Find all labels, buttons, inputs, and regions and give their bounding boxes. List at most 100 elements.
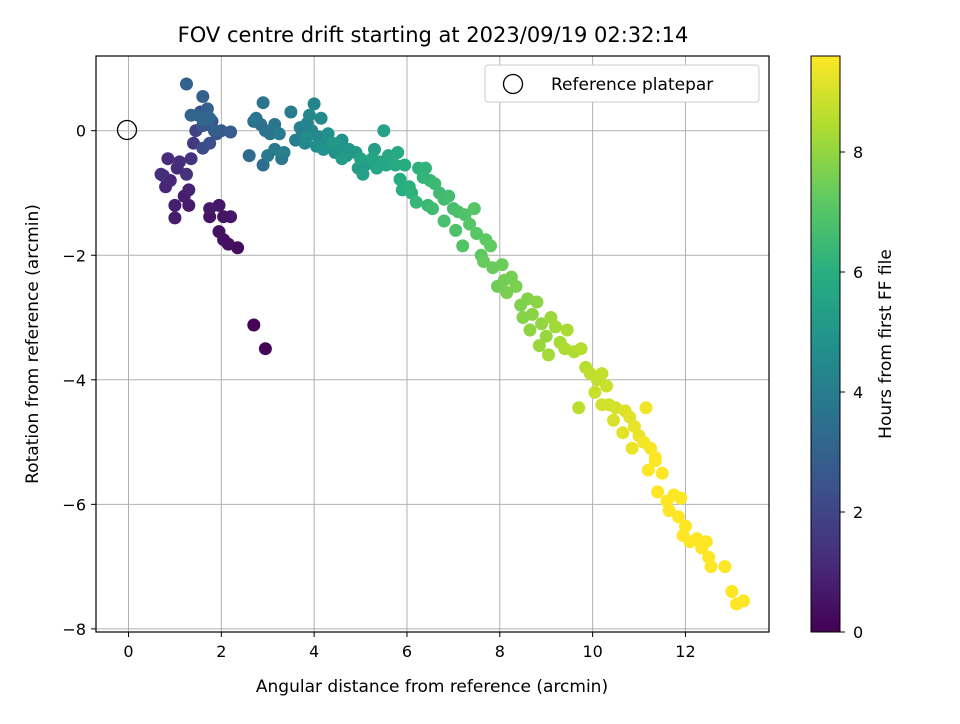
data-point	[207, 124, 221, 138]
legend-marker	[502, 73, 524, 95]
data-point	[532, 339, 546, 353]
data-point	[168, 211, 182, 225]
data-point	[542, 348, 555, 362]
data-point	[388, 158, 402, 172]
data-point	[354, 152, 368, 166]
x-tick-label: 4	[309, 642, 319, 661]
data-point	[307, 97, 321, 111]
colorbar-tick-label: 0	[853, 623, 863, 642]
data-point	[391, 146, 405, 159]
data-point	[212, 225, 226, 239]
data-point	[616, 426, 630, 440]
data-point	[641, 463, 655, 477]
x-tick-label: 12	[675, 642, 695, 661]
reference-marker	[116, 119, 138, 141]
data-point	[163, 174, 177, 187]
y-tick-label: −6	[62, 495, 86, 514]
data-point	[437, 214, 451, 228]
data-point	[672, 510, 685, 524]
data-point	[674, 491, 688, 505]
data-point	[509, 279, 523, 293]
data-point	[560, 323, 574, 337]
data-point	[535, 317, 549, 331]
colorbar-tick-label: 4	[853, 383, 863, 402]
x-tick-label: 10	[582, 642, 602, 661]
data-point	[258, 342, 272, 356]
data-point	[500, 286, 514, 300]
data-point	[495, 258, 509, 272]
data-point	[224, 210, 238, 224]
data-point	[737, 594, 750, 608]
data-point	[699, 535, 713, 549]
x-tick-label: 2	[216, 642, 226, 661]
data-point	[284, 105, 298, 119]
data-point	[256, 96, 270, 110]
data-point	[574, 342, 588, 356]
data-point	[470, 227, 484, 240]
data-point	[523, 323, 537, 337]
data-point	[300, 130, 314, 144]
data-point	[184, 108, 198, 122]
y-axis-ticks: 0 −2 −4 −6 −8	[62, 122, 96, 639]
legend: Reference platepar	[484, 64, 760, 103]
data-point	[161, 152, 175, 166]
data-point	[625, 441, 639, 455]
data-point	[224, 125, 238, 139]
x-tick-label: 6	[402, 642, 412, 661]
data-point	[314, 111, 328, 125]
data-point	[184, 152, 198, 166]
data-point	[525, 307, 539, 321]
data-point	[203, 136, 217, 150]
data-point	[303, 108, 316, 122]
scatter-points	[154, 77, 750, 611]
x-tick-label: 0	[123, 642, 133, 661]
data-point	[272, 127, 286, 141]
data-point	[426, 202, 439, 216]
colorbar-tick-label: 8	[853, 143, 863, 162]
data-point	[393, 172, 407, 186]
data-point	[530, 295, 544, 309]
colorbar-ticks: 0 2 4 6 8	[840, 143, 863, 642]
y-axis-label: Rotation from reference (arcmin)	[23, 204, 43, 484]
y-tick-label: −2	[62, 246, 86, 265]
data-point	[639, 401, 653, 415]
data-point	[370, 161, 384, 175]
data-point	[595, 367, 609, 381]
data-point	[463, 217, 477, 231]
x-tick-label: 8	[495, 642, 505, 661]
data-point	[409, 195, 423, 209]
x-axis-ticks: 0 2 4 6 8 10 12	[123, 632, 696, 661]
data-point	[249, 111, 263, 125]
colorbar-label: Hours from first FF file	[876, 249, 896, 439]
colorbar-gradient	[810, 55, 841, 633]
colorbar: 0 2 4 6 8 Hours from first FF file	[810, 55, 896, 642]
data-point	[203, 202, 217, 216]
x-axis-label: Angular distance from reference (arcmin)	[256, 677, 608, 697]
data-point	[648, 451, 662, 465]
data-point	[655, 466, 669, 480]
data-point	[154, 167, 168, 181]
data-point	[600, 379, 614, 393]
legend-box	[484, 64, 760, 103]
data-point	[467, 202, 481, 216]
data-point	[168, 198, 182, 212]
data-point	[725, 585, 739, 598]
data-point	[398, 158, 412, 172]
data-point	[326, 136, 340, 150]
data-point	[377, 124, 391, 138]
data-point	[203, 111, 217, 125]
data-point	[704, 560, 718, 574]
y-tick-label: 0	[76, 122, 86, 141]
data-point	[607, 413, 620, 427]
data-point	[173, 155, 186, 169]
y-tick-label: −4	[62, 371, 86, 390]
colorbar-tick-label: 2	[853, 503, 863, 522]
data-point	[718, 560, 732, 574]
y-tick-label: −8	[62, 620, 86, 639]
data-point	[662, 504, 676, 518]
data-point	[572, 401, 586, 415]
data-point	[180, 167, 193, 181]
chart-title: FOV centre drift starting at 2023/09/19 …	[178, 23, 689, 47]
data-point	[316, 142, 330, 156]
data-point	[180, 77, 193, 91]
